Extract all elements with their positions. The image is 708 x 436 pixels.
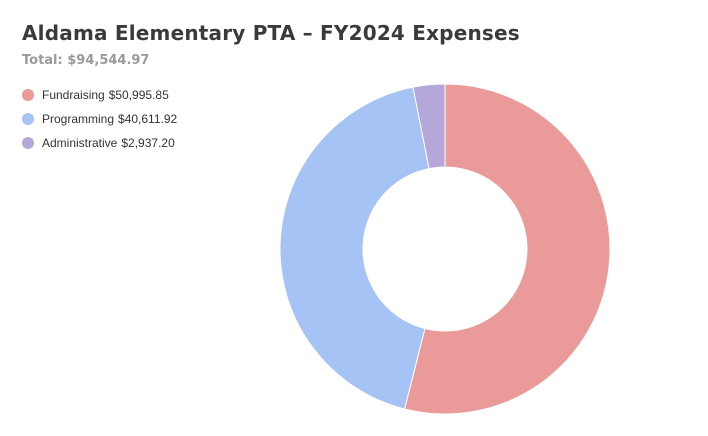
- legend-label: Programming $40,611.92: [42, 112, 178, 126]
- legend-item-fundraising[interactable]: Fundraising $50,995.85: [22, 83, 177, 107]
- donut-slices: [279, 83, 611, 415]
- legend-item-administrative[interactable]: Administrative $2,937.20: [22, 131, 177, 155]
- legend-swatch: [22, 89, 34, 101]
- slice-programming[interactable]: [279, 86, 430, 410]
- legend-swatch: [22, 137, 34, 149]
- legend-item-programming[interactable]: Programming $40,611.92: [22, 107, 177, 131]
- chart-total: Total: $94,544.97: [22, 53, 150, 68]
- chart-title: Aldama Elementary PTA – FY2024 Expenses: [22, 21, 520, 45]
- slice-administrative[interactable]: [412, 83, 446, 170]
- slice-fundraising[interactable]: [403, 83, 611, 415]
- legend-label: Fundraising $50,995.85: [42, 88, 169, 102]
- legend-swatch: [22, 113, 34, 125]
- legend: Fundraising $50,995.85 Programming $40,611…: [22, 83, 177, 155]
- legend-label: Administrative $2,937.20: [42, 136, 175, 150]
